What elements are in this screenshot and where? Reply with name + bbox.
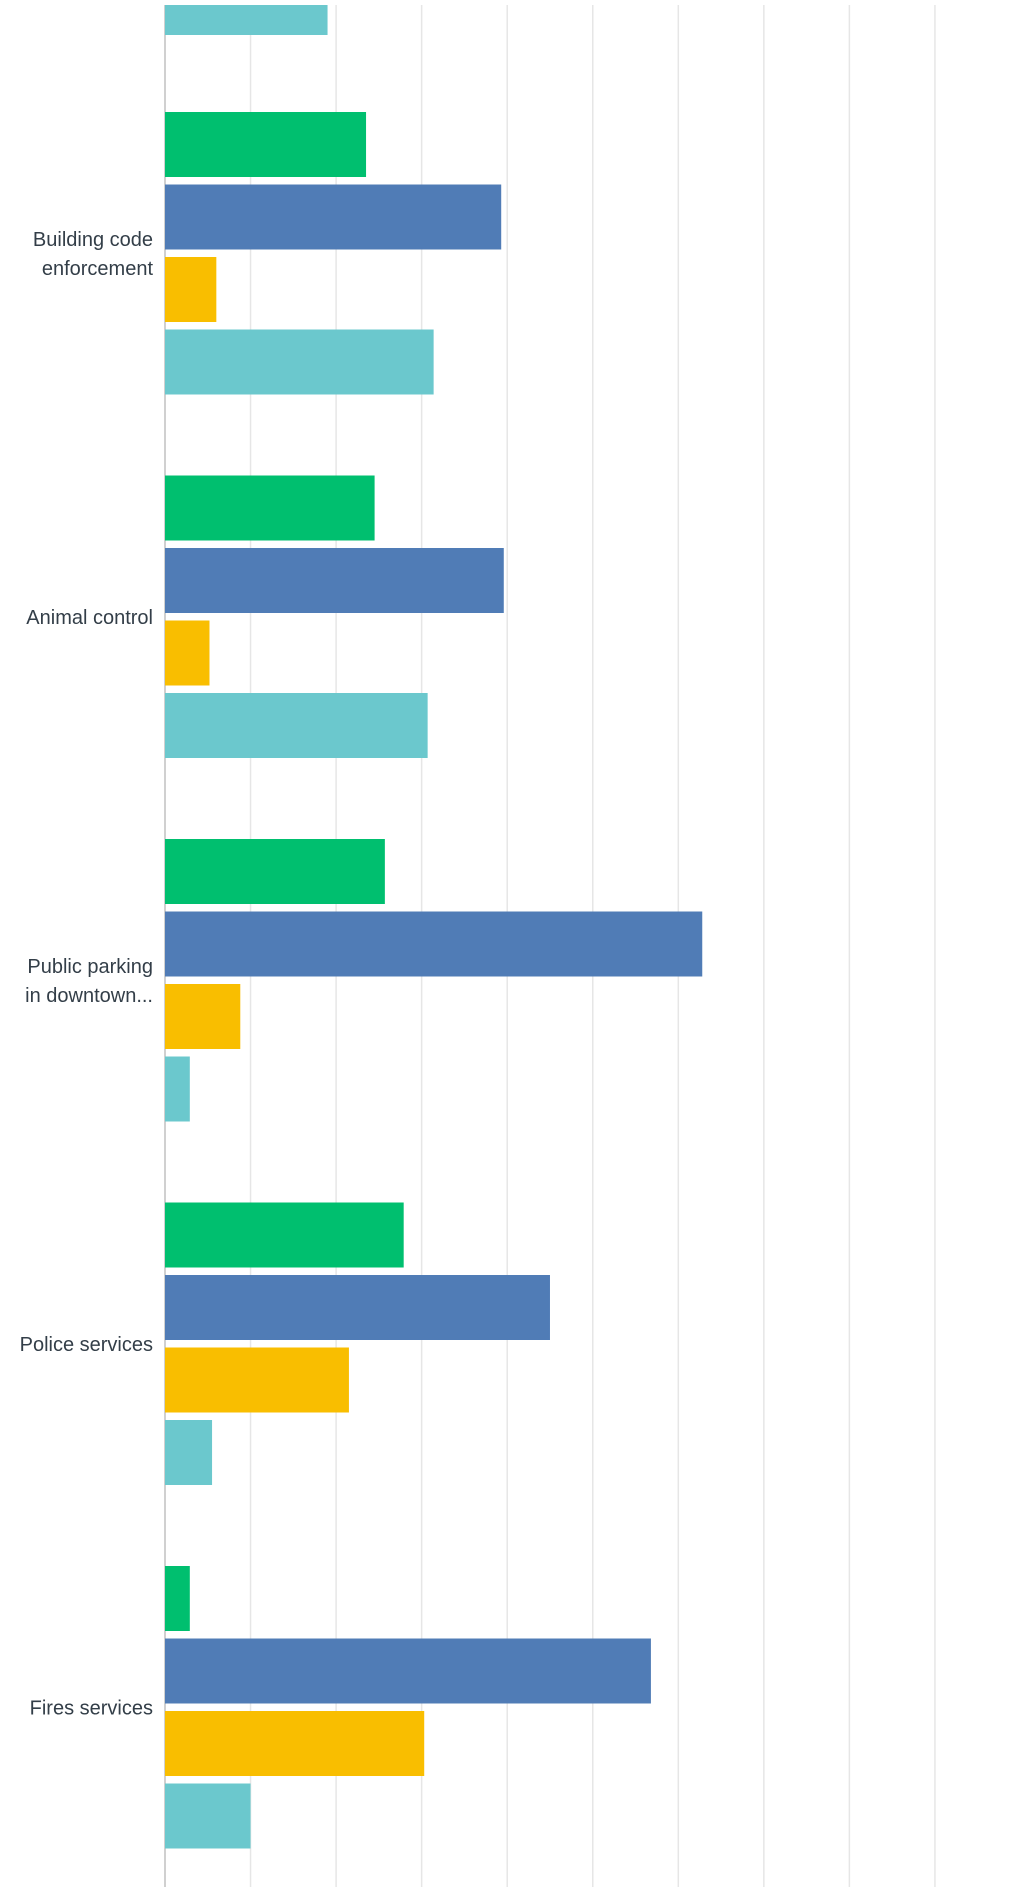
category-label-line: enforcement [42, 258, 154, 280]
category-label: Fires services [30, 1697, 153, 1719]
bar [165, 1420, 213, 1485]
bars [165, 112, 703, 1849]
bar [165, 1347, 349, 1413]
bar [165, 1056, 190, 1122]
category-label: Public parking in downtown... [25, 956, 153, 1007]
bar [165, 1711, 425, 1776]
category-labels: Building code enforcement Animal control Pu… [20, 229, 154, 1720]
bar [165, 1566, 190, 1631]
category-label-line: in downtown... [25, 985, 153, 1007]
bar [165, 112, 367, 177]
category-label-line: Police services [20, 1334, 153, 1356]
category-label: Animal control [26, 607, 153, 629]
category-label: Police services [20, 1334, 153, 1356]
category-label-line: Public parking [27, 956, 153, 978]
bar [165, 548, 504, 613]
bar [165, 184, 502, 250]
bar [165, 620, 210, 686]
bar [165, 257, 217, 322]
bar [165, 329, 434, 395]
category-label-line: Building code [33, 229, 153, 251]
bar [165, 1638, 651, 1704]
bar [165, 984, 241, 1049]
bar [165, 475, 375, 541]
bar [165, 1275, 550, 1340]
bar [165, 911, 703, 977]
category-label-line: Fires services [30, 1697, 153, 1719]
bar [165, 1202, 404, 1268]
category-label: Building code enforcement [33, 229, 154, 280]
bar-partial-top [165, 5, 328, 35]
bar [165, 839, 385, 904]
category-label-line: Animal control [26, 607, 153, 629]
bar [165, 1783, 251, 1849]
bar [165, 693, 428, 758]
